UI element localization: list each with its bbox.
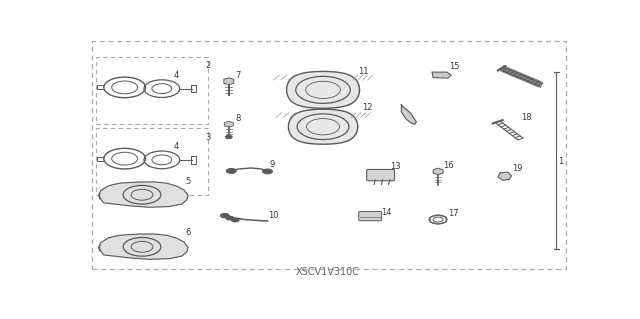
Text: 4: 4 bbox=[173, 142, 179, 151]
Circle shape bbox=[227, 168, 236, 174]
Text: 10: 10 bbox=[269, 211, 279, 220]
Polygon shape bbox=[498, 172, 511, 180]
Polygon shape bbox=[99, 234, 188, 259]
Circle shape bbox=[225, 135, 232, 139]
Text: 2: 2 bbox=[205, 61, 211, 70]
Circle shape bbox=[231, 218, 239, 222]
Text: 8: 8 bbox=[236, 114, 241, 123]
Polygon shape bbox=[287, 71, 360, 108]
Polygon shape bbox=[225, 121, 233, 127]
Text: 11: 11 bbox=[358, 67, 368, 76]
Polygon shape bbox=[224, 78, 234, 85]
FancyBboxPatch shape bbox=[359, 211, 381, 221]
Text: 9: 9 bbox=[269, 160, 275, 169]
Text: 1: 1 bbox=[557, 157, 563, 166]
Text: XSCV1V310C: XSCV1V310C bbox=[296, 267, 360, 277]
Text: 19: 19 bbox=[513, 164, 523, 173]
Text: 15: 15 bbox=[449, 62, 460, 71]
Circle shape bbox=[220, 213, 229, 218]
Text: 6: 6 bbox=[186, 228, 191, 237]
Polygon shape bbox=[99, 182, 188, 207]
Text: 14: 14 bbox=[381, 208, 392, 217]
Polygon shape bbox=[401, 105, 416, 124]
Text: 12: 12 bbox=[362, 103, 372, 112]
Circle shape bbox=[262, 169, 273, 174]
Polygon shape bbox=[432, 72, 451, 78]
Text: 3: 3 bbox=[205, 133, 211, 142]
Circle shape bbox=[226, 216, 234, 220]
Text: 5: 5 bbox=[186, 177, 191, 186]
Text: 7: 7 bbox=[236, 71, 241, 80]
FancyBboxPatch shape bbox=[367, 169, 394, 181]
Polygon shape bbox=[289, 109, 358, 144]
Text: 16: 16 bbox=[444, 161, 454, 170]
Text: 18: 18 bbox=[522, 113, 532, 122]
Polygon shape bbox=[433, 168, 443, 174]
Text: 4: 4 bbox=[173, 70, 179, 79]
Text: 13: 13 bbox=[390, 162, 401, 171]
Text: 17: 17 bbox=[448, 209, 459, 218]
